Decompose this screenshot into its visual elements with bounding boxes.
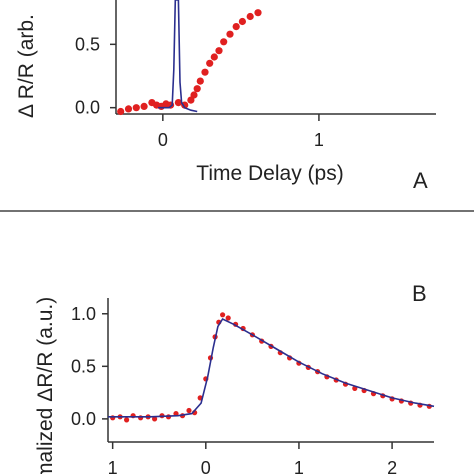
panel-b-data-point — [225, 315, 231, 321]
panel-b-y-axis-title: malized ΔR/R (a.u.) — [34, 297, 57, 474]
panel-b-x-tick-label: 1 — [108, 458, 118, 474]
panel-a: Δ R/R (arb. Time Delay (ps) A 0.0 0.5 0 1 — [15, 0, 436, 193]
panel-a-data-point — [238, 17, 246, 26]
panel-a-data-point — [124, 105, 133, 113]
panel-b-y-tick-label: 1.0 — [71, 304, 96, 324]
panel-a-data-point — [210, 53, 218, 61]
panel-b-letter: B — [412, 281, 427, 306]
panel-b-y-tick-label: 0.5 — [71, 356, 96, 376]
panel-a-data-point — [132, 104, 140, 112]
panel-b-data-point — [173, 411, 179, 417]
panel-a-x-tick-label: 1 — [314, 130, 324, 150]
panel-a-fit-line — [158, 0, 198, 113]
panel-a-y-tick-label: 0.0 — [75, 98, 100, 118]
panel-a-data-point — [254, 9, 262, 17]
panel-a-data-point — [190, 91, 198, 99]
panel-a-data-point — [117, 107, 125, 116]
panel-a-data-point — [140, 102, 148, 110]
panel-b-x-tick-label: 0 — [201, 458, 211, 474]
panel-b-x-tick-label: 2 — [387, 458, 397, 474]
panel-b: malized ΔR/R (a.u.) B 0.0 0.5 1.0 1 0 1 2 — [34, 281, 435, 474]
panel-b-data-point — [124, 417, 130, 423]
panel-b-data-point — [138, 415, 144, 421]
panel-b-data-point — [220, 312, 226, 318]
panel-a-data-point — [206, 59, 214, 67]
panel-a-data-point — [174, 99, 182, 107]
panel-b-data-point — [152, 416, 158, 422]
panel-a-data-point — [215, 47, 223, 55]
panel-a-data-point — [220, 38, 228, 46]
panel-a-data-point — [232, 23, 240, 31]
panel-a-data-point — [196, 77, 204, 85]
panel-a-x-axis-title: Time Delay (ps) — [196, 162, 343, 185]
panel-a-y-axis-title: Δ R/R (arb. — [15, 14, 38, 118]
panel-b-y-tick-label: 0.0 — [71, 409, 96, 429]
panel-a-data-point — [193, 85, 201, 93]
panel-a-data-point — [246, 12, 254, 21]
panel-a-data-point — [201, 68, 209, 76]
panel-a-y-tick-label: 0.5 — [75, 34, 100, 54]
panel-b-fit-line — [108, 317, 435, 418]
panel-a-letter: A — [413, 168, 428, 193]
panel-a-data-point — [226, 30, 234, 38]
panel-a-x-tick-label: 0 — [158, 130, 168, 150]
panel-b-x-tick-label: 1 — [294, 458, 304, 474]
panel-b-data-point — [110, 415, 116, 421]
panel-b-data-point — [186, 407, 192, 414]
